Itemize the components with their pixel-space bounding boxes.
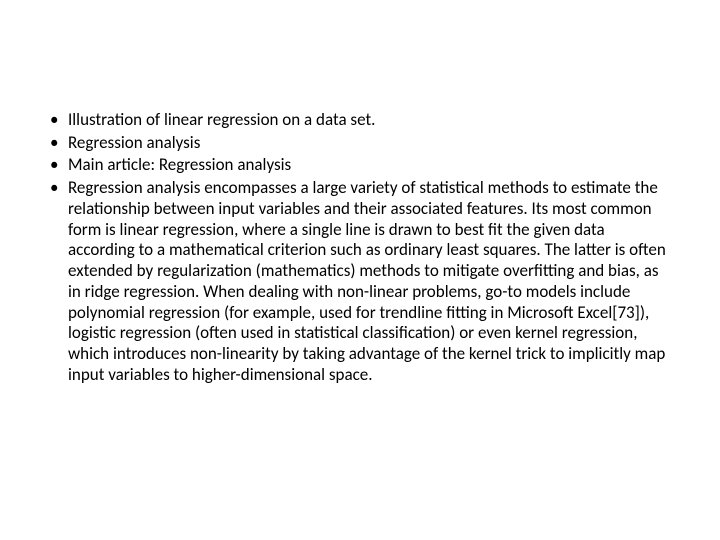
list-item: Regression analysis encompasses a large … (68, 178, 675, 385)
list-item: Illustration of linear regression on a d… (68, 110, 675, 131)
list-item: Regression analysis (68, 133, 675, 154)
bullet-list: Illustration of linear regression on a d… (40, 110, 675, 386)
list-item: Main article: Regression analysis (68, 155, 675, 176)
